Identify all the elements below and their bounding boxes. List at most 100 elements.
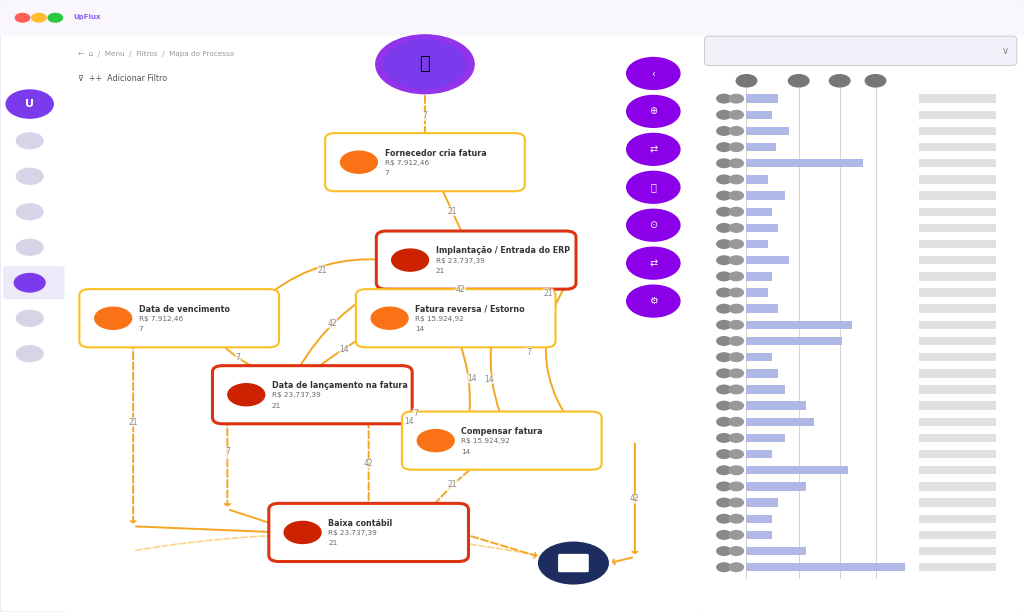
FancyBboxPatch shape <box>919 127 996 135</box>
Text: R$ 15.924,92: R$ 15.924,92 <box>461 438 510 444</box>
Circle shape <box>729 515 743 523</box>
Text: Implantação / Entrada do ERP: Implantação / Entrada do ERP <box>436 247 569 255</box>
FancyBboxPatch shape <box>377 231 575 289</box>
Circle shape <box>717 288 731 297</box>
Text: Data de lançamento na fatura: Data de lançamento na fatura <box>272 381 408 390</box>
Circle shape <box>717 240 731 248</box>
Text: R$ 7.912,46: R$ 7.912,46 <box>385 160 429 166</box>
Circle shape <box>729 466 743 474</box>
Text: 21: 21 <box>317 266 327 275</box>
FancyBboxPatch shape <box>746 256 788 264</box>
Circle shape <box>227 384 264 406</box>
Text: 21: 21 <box>328 540 338 547</box>
Circle shape <box>717 466 731 474</box>
FancyBboxPatch shape <box>919 288 996 297</box>
FancyBboxPatch shape <box>919 353 996 361</box>
Circle shape <box>627 58 680 89</box>
Circle shape <box>717 94 731 103</box>
Text: 14: 14 <box>484 375 494 384</box>
Circle shape <box>627 133 680 165</box>
Circle shape <box>627 95 680 127</box>
Circle shape <box>16 204 43 220</box>
Circle shape <box>376 35 474 94</box>
Text: 7: 7 <box>385 170 389 176</box>
Text: 7: 7 <box>413 409 418 418</box>
Circle shape <box>6 90 53 118</box>
Circle shape <box>729 531 743 539</box>
Circle shape <box>729 127 743 135</box>
Circle shape <box>15 13 30 22</box>
FancyBboxPatch shape <box>919 321 996 329</box>
Circle shape <box>717 482 731 491</box>
FancyBboxPatch shape <box>919 466 996 474</box>
FancyBboxPatch shape <box>919 305 996 313</box>
Text: 42: 42 <box>328 319 337 328</box>
Circle shape <box>717 321 731 329</box>
Circle shape <box>16 239 43 255</box>
Text: 42: 42 <box>456 285 466 294</box>
Circle shape <box>829 75 850 87</box>
Text: 👤: 👤 <box>650 182 656 192</box>
Circle shape <box>788 75 809 87</box>
Circle shape <box>717 111 731 119</box>
Circle shape <box>392 249 429 271</box>
Circle shape <box>717 272 731 281</box>
FancyBboxPatch shape <box>919 240 996 248</box>
Circle shape <box>729 401 743 410</box>
Circle shape <box>539 542 608 584</box>
Text: 🧠: 🧠 <box>420 55 430 73</box>
Text: 14: 14 <box>404 417 414 426</box>
Text: ←  ⌂  /  Menu  /  Filtros  /  Mapa do Processo: ← ⌂ / Menu / Filtros / Mapa do Processo <box>78 51 233 57</box>
FancyBboxPatch shape <box>919 143 996 151</box>
Text: ‹: ‹ <box>651 69 655 78</box>
FancyBboxPatch shape <box>746 224 778 232</box>
Circle shape <box>627 285 680 317</box>
Circle shape <box>729 417 743 426</box>
Text: ⊽  ++  Adicionar Filtro: ⊽ ++ Adicionar Filtro <box>78 74 167 83</box>
Circle shape <box>729 337 743 345</box>
Circle shape <box>717 192 731 200</box>
Circle shape <box>717 143 731 151</box>
Circle shape <box>717 401 731 410</box>
FancyBboxPatch shape <box>697 33 1024 612</box>
Circle shape <box>717 159 731 168</box>
FancyBboxPatch shape <box>746 240 768 248</box>
Circle shape <box>729 288 743 297</box>
Circle shape <box>729 159 743 168</box>
Circle shape <box>729 434 743 442</box>
Text: 7: 7 <box>139 326 143 332</box>
Circle shape <box>729 192 743 200</box>
FancyBboxPatch shape <box>1 34 67 611</box>
Circle shape <box>729 304 743 313</box>
FancyBboxPatch shape <box>919 386 996 394</box>
Circle shape <box>717 337 731 345</box>
FancyBboxPatch shape <box>746 434 784 442</box>
Text: 14: 14 <box>467 374 476 383</box>
FancyBboxPatch shape <box>746 127 788 135</box>
FancyBboxPatch shape <box>746 272 772 280</box>
FancyBboxPatch shape <box>919 547 996 555</box>
FancyBboxPatch shape <box>746 466 848 474</box>
FancyBboxPatch shape <box>919 450 996 458</box>
Text: 7: 7 <box>236 353 241 362</box>
Text: 14: 14 <box>339 345 348 354</box>
Circle shape <box>16 168 43 184</box>
FancyBboxPatch shape <box>746 159 863 168</box>
Circle shape <box>94 307 131 329</box>
FancyBboxPatch shape <box>919 224 996 232</box>
FancyBboxPatch shape <box>919 401 996 410</box>
FancyBboxPatch shape <box>746 143 776 151</box>
Circle shape <box>729 563 743 572</box>
Circle shape <box>729 223 743 232</box>
FancyBboxPatch shape <box>401 411 601 470</box>
FancyBboxPatch shape <box>80 289 279 348</box>
FancyBboxPatch shape <box>746 547 806 555</box>
Text: U: U <box>26 99 34 109</box>
FancyBboxPatch shape <box>746 192 784 200</box>
Text: R$ 7.912,46: R$ 7.912,46 <box>139 316 183 322</box>
Text: 21: 21 <box>436 268 445 274</box>
Text: R$ 15.924,92: R$ 15.924,92 <box>416 316 464 322</box>
FancyBboxPatch shape <box>746 305 778 313</box>
Circle shape <box>717 515 731 523</box>
Circle shape <box>627 171 680 203</box>
